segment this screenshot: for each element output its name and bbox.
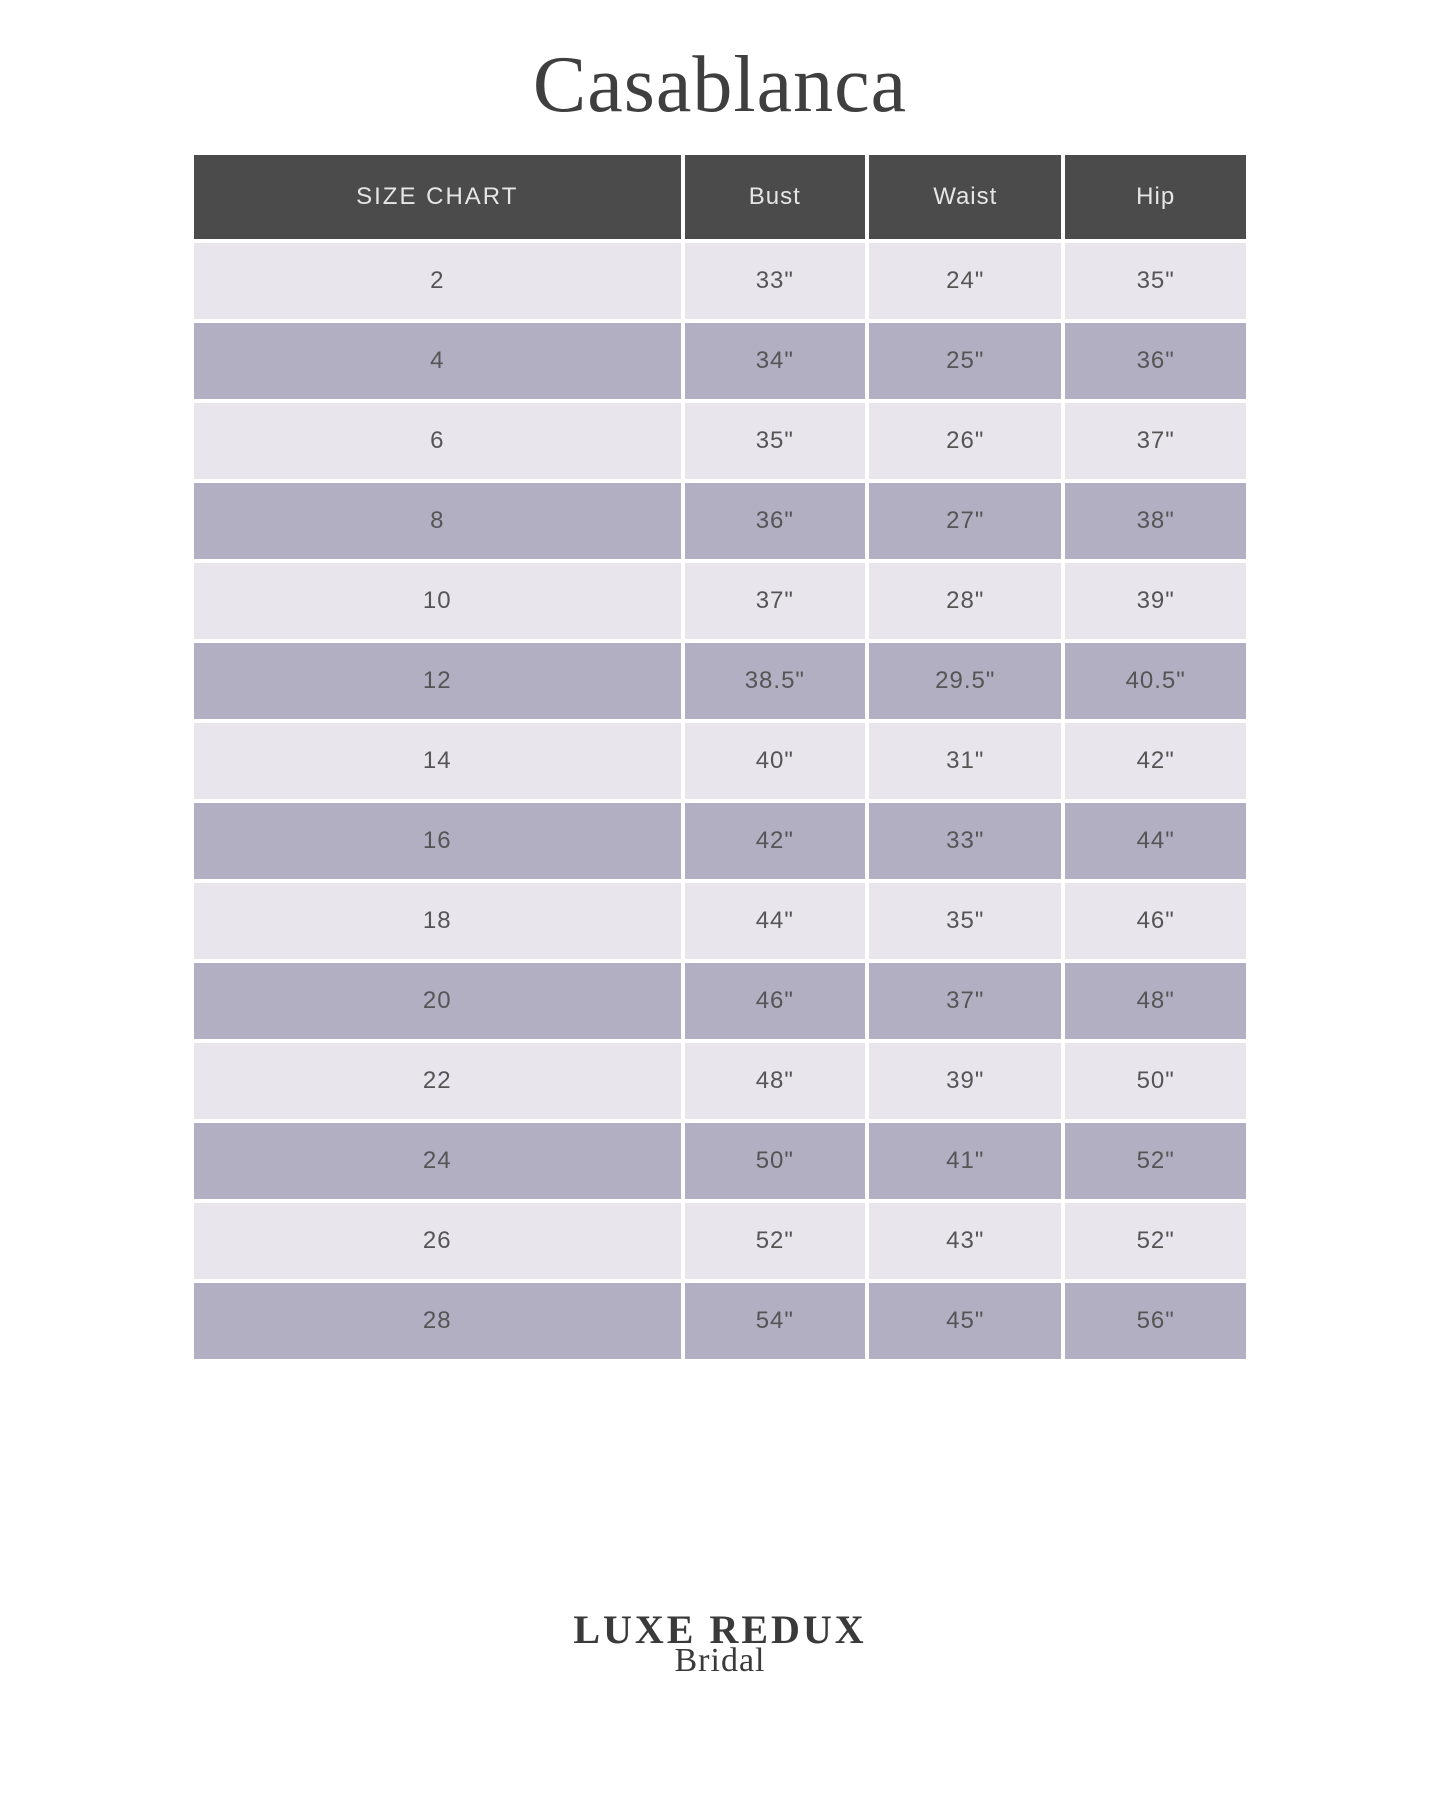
cell-hip: 52" [1065,1123,1246,1199]
table-row: 8 36" 27" 38" [194,483,1246,559]
cell-size: 18 [194,883,681,959]
cell-bust: 36" [685,483,866,559]
table-header-row: SIZE CHART Bust Waist Hip [194,155,1246,239]
cell-bust: 40" [685,723,866,799]
cell-hip: 38" [1065,483,1246,559]
table-row: 18 44" 35" 46" [194,883,1246,959]
table-row: 24 50" 41" 52" [194,1123,1246,1199]
cell-bust: 54" [685,1283,866,1359]
cell-hip: 42" [1065,723,1246,799]
footer-logo: LUXE REDUX Bridal [573,1610,866,1680]
cell-bust: 35" [685,403,866,479]
col-bust: Bust [685,155,866,239]
cell-hip: 37" [1065,403,1246,479]
cell-hip: 40.5" [1065,643,1246,719]
size-chart-table: SIZE CHART Bust Waist Hip 2 33" 24" 35" … [190,151,1250,1363]
cell-bust: 50" [685,1123,866,1199]
cell-waist: 35" [869,883,1061,959]
cell-waist: 43" [869,1203,1061,1279]
table-row: 4 34" 25" 36" [194,323,1246,399]
cell-bust: 37" [685,563,866,639]
cell-size: 16 [194,803,681,879]
table-row: 12 38.5" 29.5" 40.5" [194,643,1246,719]
table-row: 20 46" 37" 48" [194,963,1246,1039]
cell-bust: 33" [685,243,866,319]
table-row: 14 40" 31" 42" [194,723,1246,799]
cell-waist: 41" [869,1123,1061,1199]
cell-size: 8 [194,483,681,559]
cell-waist: 24" [869,243,1061,319]
cell-bust: 34" [685,323,866,399]
cell-waist: 31" [869,723,1061,799]
cell-hip: 50" [1065,1043,1246,1119]
cell-waist: 27" [869,483,1061,559]
table-row: 22 48" 39" 50" [194,1043,1246,1119]
cell-size: 26 [194,1203,681,1279]
cell-size: 20 [194,963,681,1039]
cell-waist: 39" [869,1043,1061,1119]
cell-bust: 46" [685,963,866,1039]
cell-waist: 45" [869,1283,1061,1359]
cell-hip: 36" [1065,323,1246,399]
cell-bust: 52" [685,1203,866,1279]
table-row: 10 37" 28" 39" [194,563,1246,639]
cell-size: 2 [194,243,681,319]
cell-hip: 48" [1065,963,1246,1039]
cell-waist: 25" [869,323,1061,399]
table-row: 6 35" 26" 37" [194,403,1246,479]
col-hip: Hip [1065,155,1246,239]
col-waist: Waist [869,155,1061,239]
cell-hip: 35" [1065,243,1246,319]
cell-hip: 46" [1065,883,1246,959]
cell-size: 24 [194,1123,681,1199]
table-row: 26 52" 43" 52" [194,1203,1246,1279]
cell-hip: 56" [1065,1283,1246,1359]
cell-waist: 26" [869,403,1061,479]
cell-size: 4 [194,323,681,399]
cell-size: 6 [194,403,681,479]
table-body: 2 33" 24" 35" 4 34" 25" 36" 6 35" 26" 37… [194,243,1246,1359]
table-row: 28 54" 45" 56" [194,1283,1246,1359]
table-row: 16 42" 33" 44" [194,803,1246,879]
cell-size: 14 [194,723,681,799]
cell-hip: 39" [1065,563,1246,639]
cell-hip: 52" [1065,1203,1246,1279]
cell-bust: 48" [685,1043,866,1119]
brand-title: Casablanca [533,40,907,131]
cell-waist: 28" [869,563,1061,639]
cell-bust: 38.5" [685,643,866,719]
cell-size: 10 [194,563,681,639]
cell-hip: 44" [1065,803,1246,879]
cell-waist: 33" [869,803,1061,879]
cell-waist: 29.5" [869,643,1061,719]
cell-bust: 44" [685,883,866,959]
cell-size: 12 [194,643,681,719]
cell-size: 22 [194,1043,681,1119]
table-row: 2 33" 24" 35" [194,243,1246,319]
cell-bust: 42" [685,803,866,879]
col-size: SIZE CHART [194,155,681,239]
cell-size: 28 [194,1283,681,1359]
cell-waist: 37" [869,963,1061,1039]
